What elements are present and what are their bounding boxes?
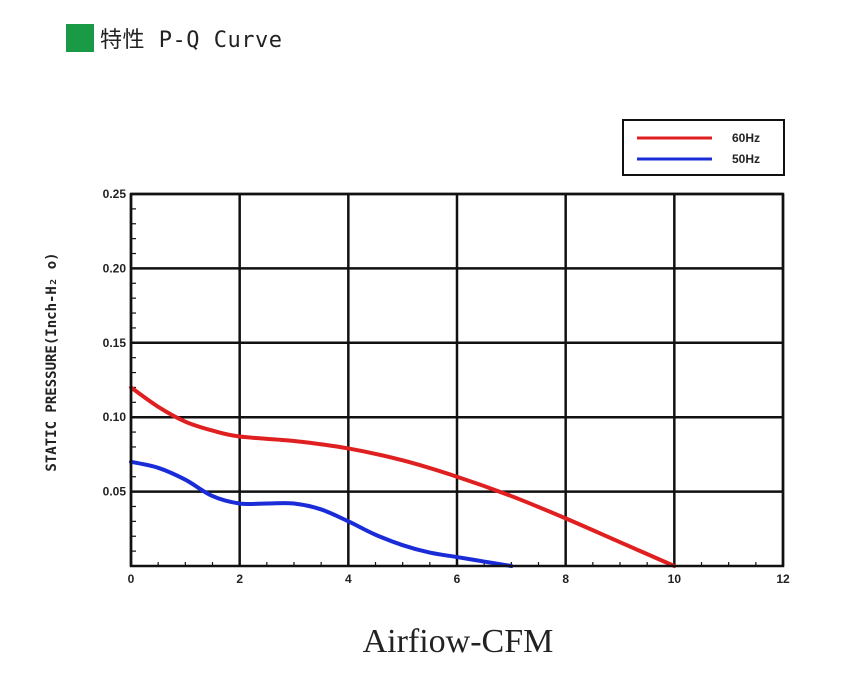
y-tick-label-4: 0.25 xyxy=(103,187,127,201)
series-layer xyxy=(129,385,677,568)
x-axis-label: Airfiow-CFM xyxy=(363,623,554,660)
x-tick-label-6: 12 xyxy=(776,572,790,586)
x-tick-label-2: 4 xyxy=(345,572,352,586)
y-tick-label-0: 0.05 xyxy=(103,485,127,499)
x-tick-label-4: 8 xyxy=(562,572,569,586)
legend: 60Hz 50Hz xyxy=(622,119,785,176)
x-tick-label-5: 10 xyxy=(668,572,682,586)
x-tick-label-3: 6 xyxy=(454,572,461,586)
y-tick-label-3: 0.20 xyxy=(103,261,127,275)
green-square-icon xyxy=(66,24,94,52)
grid xyxy=(129,192,785,566)
x-tick-label-1: 2 xyxy=(236,572,243,586)
x-tick-labels: 0 2 4 6 8 10 12 xyxy=(128,572,790,586)
y-tick-labels: 0.05 0.10 0.15 0.20 0.25 xyxy=(103,187,127,499)
chart-title: 特性 P-Q Curve xyxy=(100,28,283,53)
y-tick-label-1: 0.10 xyxy=(103,410,127,424)
y-axis-label: STATIC PRESSURE(Inch-H₂ o) xyxy=(44,252,60,471)
x-tick-label-0: 0 xyxy=(128,572,135,586)
legend-label-60Hz: 60Hz xyxy=(732,131,760,145)
y-tick-label-2: 0.15 xyxy=(103,336,127,350)
series-line-50Hz xyxy=(129,459,514,568)
plot-frame xyxy=(129,192,785,568)
legend-label-50Hz: 50Hz xyxy=(732,152,760,166)
series-line-60Hz xyxy=(129,385,677,568)
legend-box xyxy=(622,119,785,176)
chart-heading: 特性 P-Q Curve xyxy=(66,22,282,54)
